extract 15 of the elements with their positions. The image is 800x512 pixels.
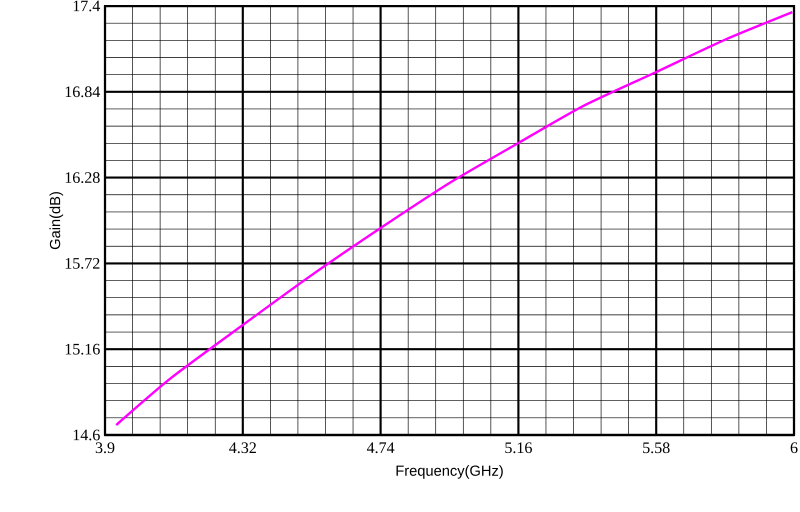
- y-axis-title: Gain(dB): [49, 192, 64, 250]
- y-tick-label: 16.84: [66, 86, 100, 98]
- y-tick-label: 15.72: [66, 258, 100, 269]
- x-tick-label: 5.58: [643, 442, 670, 454]
- x-tick-label: 3.9: [96, 442, 114, 454]
- y-tick-label: 17.4: [74, 0, 100, 12]
- x-tick-label: 4.74: [366, 442, 394, 454]
- x-axis-title: Frequency(GHz): [396, 465, 503, 479]
- line-series: [114, 10, 794, 426]
- x-tick-label: 4.32: [229, 442, 256, 454]
- y-tick-label: 15.16: [66, 344, 100, 355]
- x-tick-label: 6: [790, 442, 798, 454]
- y-tick-label: 16.28: [66, 172, 100, 184]
- y-tick-label: 14.6: [74, 430, 100, 440]
- x-tick-label: 5.16: [505, 442, 532, 454]
